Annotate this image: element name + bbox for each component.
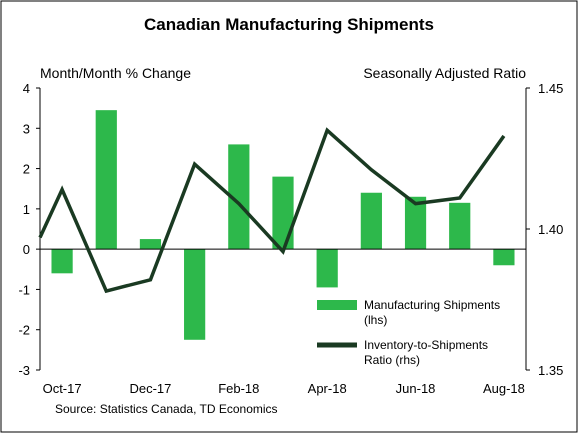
legend-label-shipments-line1: Manufacturing Shipments [364, 298, 500, 312]
left-tick-label: 2 [23, 162, 30, 177]
left-tick-label: 0 [23, 242, 30, 257]
left-tick-label: 4 [23, 81, 30, 96]
right-tick-label: 1.45 [538, 81, 563, 96]
right-tick-label: 1.40 [538, 222, 563, 237]
left-tick-label: 3 [23, 121, 30, 136]
legend-label-ratio-line1: Inventory-to-Shipments [364, 338, 488, 352]
x-tick-label: Aug-18 [483, 381, 525, 396]
bar-shipments-May-18 [360, 192, 382, 250]
left-tick-label: -3 [18, 363, 30, 378]
right-axis-title: Seasonally Adjusted Ratio [363, 65, 526, 81]
legend: Manufacturing Shipments (lhs) Inventory-… [317, 298, 500, 367]
x-tick-label: Dec-17 [129, 381, 171, 396]
bar-shipments-Jan-18 [184, 249, 206, 340]
left-axis-title: Month/Month % Change [40, 65, 191, 81]
bar-shipments-Oct-17 [51, 249, 73, 274]
bar-shipments-Apr-18 [316, 249, 338, 288]
x-tick-label: Jun-18 [396, 381, 436, 396]
right-tick-label: 1.35 [538, 363, 563, 378]
chart-title: Canadian Manufacturing Shipments [144, 15, 434, 34]
legend-label-ratio-line2: Ratio (rhs) [364, 353, 420, 367]
x-tick-label: Oct-17 [43, 381, 82, 396]
source-note: Source: Statistics Canada, TD Economics [55, 402, 278, 416]
bar-shipments-Jul-18 [449, 202, 471, 250]
bar-shipments-Mar-18 [272, 176, 294, 250]
x-tick-label: Apr-18 [308, 381, 347, 396]
legend-swatch-shipments [317, 300, 357, 310]
bar-shipments-Nov-17 [95, 110, 117, 250]
plot-area: 4 3 2 1 0 -1 -2 -3 1.45 1.40 1.35 Oct-17 Dec-17 Feb-1… [18, 81, 563, 396]
left-tick-label: -2 [18, 323, 30, 338]
bar-shipments-Jun-18 [404, 196, 427, 250]
bar-shipments-Dec-17 [139, 239, 162, 250]
x-tick-label: Feb-18 [218, 381, 259, 396]
legend-label-shipments-line2: (lhs) [364, 313, 387, 327]
bar-shipments-Aug-18 [493, 249, 515, 266]
left-tick-label: -1 [18, 282, 30, 297]
left-tick-label: 1 [23, 202, 30, 217]
bar-shipments-Feb-18 [228, 144, 250, 250]
line-inventory-ratio [38, 127, 506, 294]
